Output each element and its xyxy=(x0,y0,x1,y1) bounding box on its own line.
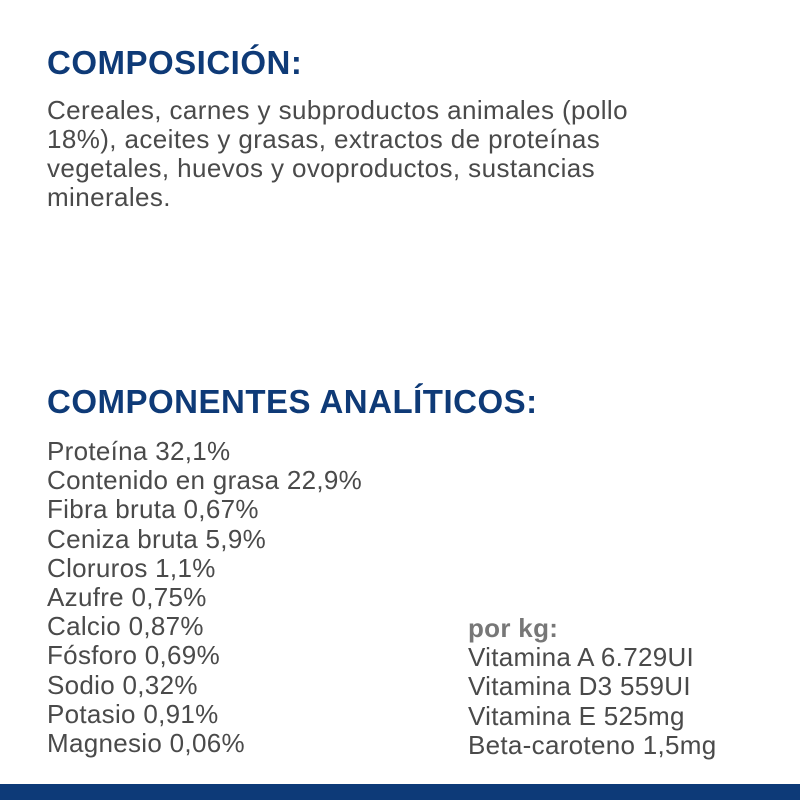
list-item: Vitamina A 6.729UI xyxy=(468,642,695,673)
list-item: Sodio 0,32% xyxy=(47,669,198,700)
composicion-line: vegetales, huevos y ovoproductos, sustan… xyxy=(47,153,596,183)
list-item: Cloruros 1,1% xyxy=(47,552,216,583)
per-kg-list: por kg: Vitamina A 6.729UI Vitamina D3 5… xyxy=(468,613,717,760)
list-item: Vitamina E 525mg xyxy=(468,700,685,731)
composicion-line: Cereales, carnes y subproductos animales… xyxy=(47,95,628,125)
composicion-line: 18%), aceites y grasas, extractos de pro… xyxy=(47,124,601,154)
list-item: Potasio 0,91% xyxy=(47,698,219,729)
composicion-text: Cereales, carnes y subproductos animales… xyxy=(47,96,628,212)
list-item: Contenido en grasa 22,9% xyxy=(47,465,363,496)
list-item: Fibra bruta 0,67% xyxy=(47,494,259,525)
list-item: Azufre 0,75% xyxy=(47,582,207,613)
list-item: Ceniza bruta 5,9% xyxy=(47,523,267,554)
per-kg-label: por kg: xyxy=(468,613,559,643)
list-item: Proteína 32,1% xyxy=(47,436,231,466)
analiticos-list: Proteína 32,1% Contenido en grasa 22,9% … xyxy=(47,436,363,759)
bottom-bar xyxy=(0,784,800,800)
analiticos-heading: COMPONENTES ANALÍTICOS: xyxy=(47,383,538,420)
list-item: Fósforo 0,69% xyxy=(47,640,220,671)
list-item: Beta-caroteno 1,5mg xyxy=(468,729,717,760)
list-item: Magnesio 0,06% xyxy=(47,728,245,759)
composicion-heading: COMPOSICIÓN: xyxy=(47,44,303,81)
composicion-line: minerales. xyxy=(47,182,171,212)
list-item: Calcio 0,87% xyxy=(47,611,204,642)
list-item: Vitamina D3 559UI xyxy=(468,671,691,702)
